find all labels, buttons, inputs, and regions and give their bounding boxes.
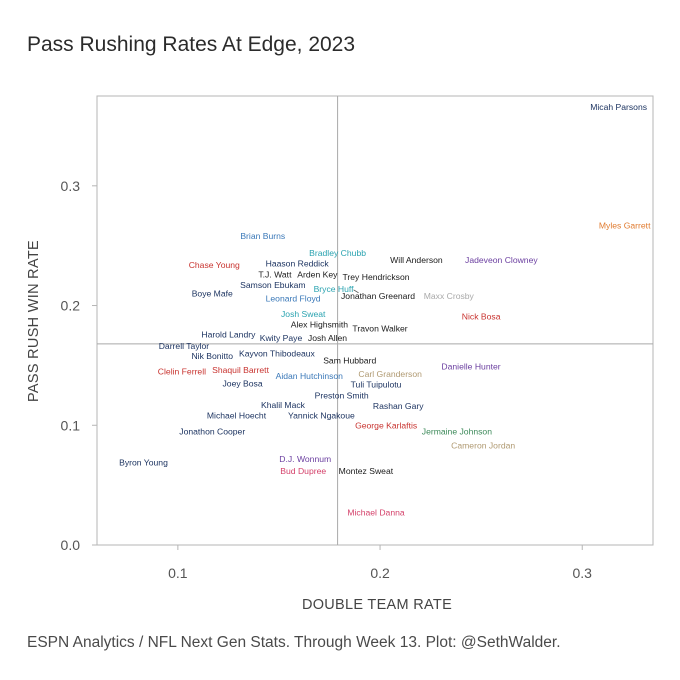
player-label: Bud Dupree (280, 466, 326, 476)
player-label: Khalil Mack (261, 400, 306, 410)
player-label: Chase Young (189, 260, 240, 270)
x-tick-label: 0.3 (573, 565, 593, 581)
player-label: D.J. Wonnum (279, 454, 331, 464)
player-label: Carl Granderson (358, 369, 422, 379)
player-label: Brian Burns (240, 231, 285, 241)
plot-border (96, 95, 654, 546)
chart-caption: ESPN Analytics / NFL Next Gen Stats. Thr… (27, 634, 561, 651)
player-label: Jonathon Cooper (179, 426, 245, 436)
y-axis-title: PASS RUSH WIN RATE (26, 240, 42, 402)
chart-title: Pass Rushing Rates At Edge, 2023 (27, 33, 356, 56)
x-tick-label: 0.1 (168, 565, 188, 581)
player-label: Aidan Hutchinson (276, 371, 344, 381)
player-label: Arden Key (297, 269, 338, 279)
x-tick-label: 0.2 (370, 565, 390, 581)
player-label: Josh Allen (308, 333, 347, 343)
player-label: Harold Landry (201, 329, 256, 339)
player-label: Micah Parsons (590, 102, 647, 112)
player-label: Nick Bosa (462, 311, 501, 321)
player-label: Shaquil Barrett (212, 365, 269, 375)
player-label: Cameron Jordan (451, 441, 515, 451)
player-label: Michael Danna (347, 508, 405, 518)
player-label: Travon Walker (352, 323, 407, 333)
player-label: Clelin Ferrell (158, 366, 206, 376)
player-label: Sam Hubbard (323, 356, 376, 366)
player-label: Josh Sweat (281, 309, 326, 319)
player-labels: Micah Parsons Myles Garrett Brian Burns Bra… (119, 102, 651, 518)
player-label: Alex Highsmith (291, 320, 349, 330)
y-tick-label: 0.3 (61, 178, 81, 194)
reference-lines (97, 96, 653, 545)
player-label: Bradley Chubb (309, 248, 366, 258)
player-label: Michael Hoecht (207, 411, 267, 421)
player-label: Samson Ebukam (240, 280, 305, 290)
y-tick-label: 0.0 (61, 537, 81, 553)
player-label: Kayvon Thibodeaux (239, 348, 316, 358)
player-label: Preston Smith (315, 390, 369, 400)
player-label: Leonard Floyd (266, 293, 321, 303)
player-label: Bryce Huff (314, 284, 355, 294)
player-label: Jermaine Johnson (422, 426, 492, 436)
x-axis-title: DOUBLE TEAM RATE (302, 597, 452, 613)
player-label: Will Anderson (390, 255, 443, 265)
player-label: Nik Bonitto (191, 351, 233, 361)
player-label: Haason Reddick (266, 259, 330, 269)
label-connector (353, 289, 359, 294)
player-label: George Karlaftis (355, 420, 417, 430)
player-label: T.J. Watt (258, 269, 292, 279)
player-label: Danielle Hunter (441, 362, 500, 372)
player-label: Myles Garrett (599, 220, 651, 230)
player-label: Rashan Gary (373, 401, 424, 411)
player-label: Jadeveon Clowney (465, 255, 538, 265)
player-label: Darrell Taylor (159, 341, 210, 351)
axis-ticks: 0.1 0.2 0.3 0.0 0.1 0.2 0.3 (61, 178, 593, 581)
player-label: Kwity Paye (260, 333, 303, 343)
y-tick-label: 0.1 (61, 417, 81, 433)
player-label: Montez Sweat (339, 466, 394, 476)
player-label: Byron Young (119, 457, 168, 467)
player-label: Yannick Ngakoue (288, 411, 355, 421)
player-label: Trey Hendrickson (342, 272, 409, 282)
player-label: Jonathan Greenard (341, 291, 415, 301)
player-label: Maxx Crosby (424, 291, 475, 301)
y-tick-label: 0.2 (61, 298, 81, 314)
player-label: Boye Mafe (192, 289, 233, 299)
plot-frame (96, 95, 654, 546)
player-label: Joey Bosa (223, 378, 263, 388)
player-label: Tuli Tuipulotu (351, 380, 402, 390)
